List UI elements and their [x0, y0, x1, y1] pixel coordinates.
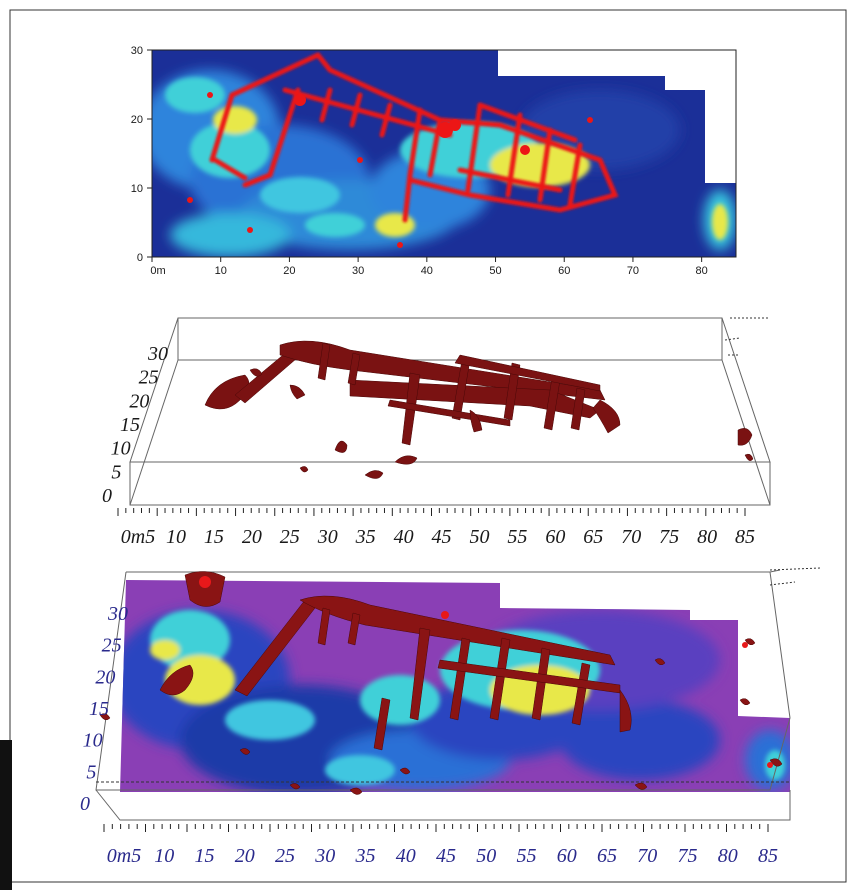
top-y-axis: 0 10 20 30: [131, 45, 152, 264]
y-tick-label: 5: [86, 761, 96, 783]
figure-border: [9, 9, 847, 883]
x-tick-label: 25: [275, 845, 295, 867]
x-tick-label: 60: [557, 845, 577, 867]
x-tick-label: 40: [396, 845, 416, 867]
x-tick-label: 70: [621, 526, 641, 548]
x-tick-label: 80: [718, 845, 738, 867]
x-tick-label: 30: [317, 526, 338, 548]
x-tick-label: 0m: [150, 265, 165, 277]
y-tick-label: 10: [111, 438, 131, 460]
x-tick-label: 35: [355, 526, 376, 548]
x-tick-label: 15: [195, 845, 215, 867]
bottom-3d-panel: 0m5 10 15 20 25 30 35 40 45 50 55 60 65 70 75 80 85 0 5 10…: [80, 567, 821, 867]
x-tick-label: 25: [280, 526, 300, 548]
middle-x-axis: 0m5 10 15 20 25 30 35 40 45 50 55 60 65 70 75 80 85: [117, 508, 755, 548]
x-tick-label: 20: [242, 526, 262, 548]
y-tick-label: 30: [107, 603, 128, 625]
isosurface-blobs: [204, 340, 754, 479]
x-tick-label: 55: [517, 845, 537, 867]
y-tick-label: 0: [80, 793, 90, 815]
x-tick-label: 30: [314, 845, 335, 867]
x-tick-label: 10: [215, 265, 227, 277]
bottom-isosurface: [99, 571, 783, 795]
top-x-axis: 0m 10 20 30 40 50 60 70 80: [150, 257, 708, 277]
y-tick-label: 25: [102, 635, 122, 657]
top-map-panel: 0m 10 20 30 40 50 60 70 80 0 10 20 30: [131, 45, 737, 277]
x-tick-label: 60: [558, 265, 570, 277]
y-tick-label: 30: [131, 45, 143, 57]
y-tick-label: 10: [83, 730, 103, 752]
x-tick-label: 80: [697, 526, 717, 548]
x-tick-label: 50: [476, 845, 496, 867]
x-tick-label: 50: [469, 526, 489, 548]
x-tick-label: 40: [421, 265, 433, 277]
x-tick-label: 30: [352, 265, 364, 277]
y-tick-label: 15: [120, 414, 140, 436]
x-tick-label: 35: [355, 845, 376, 867]
x-tick-label: 20: [283, 265, 295, 277]
x-tick-label: 45: [436, 845, 456, 867]
x-tick-label: 40: [394, 526, 414, 548]
x-tick-label: 65: [597, 845, 617, 867]
x-tick-label: 20: [235, 845, 255, 867]
scan-edge-band: [0, 740, 12, 890]
y-tick-label: 20: [95, 666, 115, 688]
x-tick-label: 50: [489, 265, 501, 277]
x-tick-label: 75: [678, 845, 698, 867]
y-tick-label: 10: [131, 183, 143, 195]
x-tick-label: 85: [735, 526, 755, 548]
bottom-y-axis: 0 5 10 15 20 25 30: [80, 603, 128, 815]
x-tick-label: 75: [659, 526, 679, 548]
x-tick-label: 10: [166, 526, 186, 548]
middle-3d-panel: 0m5 10 15 20 25 30 35 40 45 50 55 60 65 70 75 80 85 0510…: [102, 317, 771, 548]
y-tick-label: 0: [102, 485, 112, 507]
x-tick-label: 55: [507, 526, 527, 548]
y-tick-label: 25: [139, 367, 159, 389]
x-tick-label: 10: [154, 845, 174, 867]
top-heatmap: [152, 50, 736, 257]
bottom-x-axis: 0m5 10 15 20 25 30 35 40 45 50 55 60 65 70 75 80 85: [103, 824, 778, 867]
y-tick-label: 30: [147, 343, 168, 365]
y-tick-label: 20: [129, 390, 149, 412]
x-tick-label: 70: [627, 265, 639, 277]
y-tick-label: 15: [89, 698, 109, 720]
x-tick-label: 70: [637, 845, 657, 867]
x-tick-label: 60: [545, 526, 565, 548]
y-tick-label: 20: [131, 114, 143, 126]
x-tick-label: 0m5: [121, 526, 155, 548]
y-tick-label: 5: [111, 461, 121, 483]
x-tick-label: 80: [696, 265, 708, 277]
x-tick-label: 45: [432, 526, 452, 548]
x-tick-label: 85: [758, 845, 778, 867]
y-tick-label: 0: [137, 252, 143, 264]
x-tick-label: 15: [204, 526, 224, 548]
x-tick-label: 0m5: [107, 845, 141, 867]
x-tick-label: 65: [583, 526, 603, 548]
